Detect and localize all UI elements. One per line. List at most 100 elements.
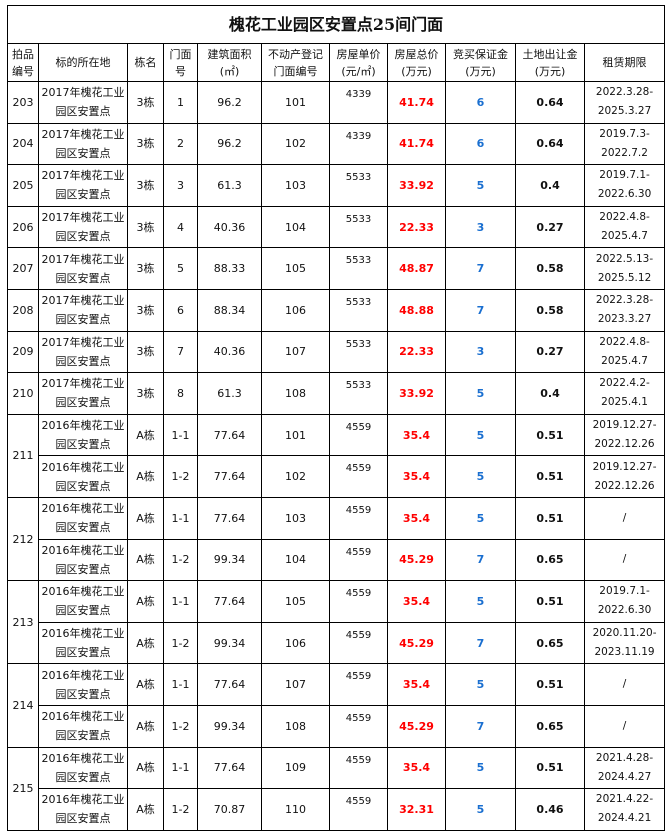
registration-number: 104 (261, 205, 330, 249)
lot-number: 210 (7, 372, 39, 415)
floor-area: 99.34 (197, 538, 262, 582)
deposit: 5 (445, 663, 516, 706)
land-fee: 0.51 (515, 413, 585, 457)
table-row: 203 2017年槐花工业园区安置点 3栋 1 96.2 101 4339 41.74 6 0.6… (7, 81, 665, 124)
building-name: A栋 (127, 663, 164, 706)
location: 2016年槐花工业园区安置点 (38, 788, 128, 831)
registration-number: 107 (261, 663, 330, 706)
lot-number: 207 (7, 247, 39, 290)
lease-period: / (583, 538, 665, 582)
registration-number: 108 (261, 372, 330, 415)
location: 2016年槐花工业园区安置点 (38, 580, 128, 623)
table-row: 212 2016年槐花工业园区安置点 A栋 1-1 77.64 103 4559 35.4 5 0… (7, 496, 665, 582)
header-cell: 土地出让金 (万元) (515, 43, 585, 82)
unit-price: 4559 (329, 788, 388, 831)
header-cell: 房屋单价 (元/㎡) (329, 43, 388, 82)
lease-period: / (583, 704, 665, 748)
lease-period: / (583, 663, 665, 706)
lease-period: 2021.4.28- 2024.4.27 (583, 746, 665, 790)
registration-number: 106 (261, 288, 330, 332)
land-fee: 0.65 (515, 538, 585, 582)
deposit: 7 (445, 247, 516, 290)
unit-price: 4339 (329, 122, 388, 166)
total-price: 35.4 (387, 496, 446, 540)
total-price: 35.4 (387, 455, 446, 498)
lot-number: 213 (7, 580, 39, 665)
door-number: 1-2 (163, 704, 198, 748)
registration-number: 110 (261, 788, 330, 831)
deposit: 5 (445, 413, 516, 457)
deposit: 7 (445, 621, 516, 665)
deposit: 6 (445, 122, 516, 166)
registration-number: 102 (261, 122, 330, 166)
location: 2016年槐花工业园区安置点 (38, 663, 128, 706)
total-price: 35.4 (387, 413, 446, 457)
header-cell: 栋名 (127, 43, 164, 82)
registration-number: 102 (261, 455, 330, 498)
location: 2016年槐花工业园区安置点 (38, 746, 128, 790)
unit-price: 5533 (329, 330, 388, 374)
building-name: 3栋 (127, 164, 164, 207)
location: 2016年槐花工业园区安置点 (38, 621, 128, 665)
unit-price: 5533 (329, 247, 388, 290)
land-fee: 0.65 (515, 621, 585, 665)
deposit: 5 (445, 372, 516, 415)
deposit: 5 (445, 164, 516, 207)
building-name: A栋 (127, 538, 164, 582)
table-row: 215 2016年槐花工业园区安置点 A栋 1-1 77.64 109 4559 35.4 5 0… (7, 746, 665, 831)
registration-number: 107 (261, 330, 330, 374)
floor-area: 99.34 (197, 621, 262, 665)
lease-period: 2022.3.28- 2025.3.27 (583, 81, 665, 124)
location: 2017年槐花工业园区安置点 (38, 164, 128, 207)
lot-number: 203 (7, 81, 39, 124)
table-row: 205 2017年槐花工业园区安置点 3栋 3 61.3 103 5533 33.92 5 0.4… (7, 164, 665, 207)
door-number: 8 (163, 372, 198, 415)
floor-area: 77.64 (197, 455, 262, 498)
door-number: 1-2 (163, 455, 198, 498)
lease-period: 2019.7.1- 2022.6.30 (583, 580, 665, 623)
deposit: 5 (445, 496, 516, 540)
lot-number: 212 (7, 496, 39, 582)
location: 2016年槐花工业园区安置点 (38, 538, 128, 582)
door-number: 1-1 (163, 413, 198, 457)
building-name: 3栋 (127, 330, 164, 374)
lease-period: 2019.12.27- 2022.12.26 (583, 455, 665, 498)
floor-area: 77.64 (197, 663, 262, 706)
building-name: A栋 (127, 580, 164, 623)
deposit: 5 (445, 788, 516, 831)
deposit: 5 (445, 746, 516, 790)
land-fee: 0.51 (515, 455, 585, 498)
table-row: 2016年槐花工业园区安置点 A栋 1-2 99.34 106 4559 45.29 7 0.6… (8, 621, 665, 665)
total-price: 33.92 (387, 372, 446, 415)
table-row: 2016年槐花工业园区安置点 A栋 1-2 99.34 104 4559 45.29 7 0.6… (8, 538, 665, 582)
table-row: 213 2016年槐花工业园区安置点 A栋 1-1 77.64 105 4559 35.4 5 0… (7, 580, 665, 665)
lot-number: 208 (7, 288, 39, 332)
unit-price: 4559 (329, 538, 388, 582)
deposit: 7 (445, 288, 516, 332)
door-number: 1-2 (163, 621, 198, 665)
deposit: 7 (445, 538, 516, 582)
door-number: 3 (163, 164, 198, 207)
lease-period: 2019.7.1- 2022.6.30 (583, 164, 665, 207)
location: 2016年槐花工业园区安置点 (38, 496, 128, 540)
door-number: 6 (163, 288, 198, 332)
deposit: 7 (445, 704, 516, 748)
land-fee: 0.65 (515, 704, 585, 748)
total-price: 41.74 (387, 81, 446, 124)
unit-price: 5533 (329, 205, 388, 249)
door-number: 1-1 (163, 580, 198, 623)
building-name: A栋 (127, 621, 164, 665)
registration-number: 108 (261, 704, 330, 748)
floor-area: 77.64 (197, 746, 262, 790)
header-cell: 拍品 编号 (7, 43, 39, 82)
building-name: A栋 (127, 746, 164, 790)
total-price: 22.33 (387, 330, 446, 374)
lease-period: / (583, 496, 665, 540)
total-price: 41.74 (387, 122, 446, 166)
floor-area: 40.36 (197, 330, 262, 374)
registration-number: 105 (261, 247, 330, 290)
registration-number: 106 (261, 621, 330, 665)
registration-number: 109 (261, 746, 330, 790)
table-row: 208 2017年槐花工业园区安置点 3栋 6 88.34 106 5533 48.88 7 0.… (7, 288, 665, 332)
total-price: 22.33 (387, 205, 446, 249)
